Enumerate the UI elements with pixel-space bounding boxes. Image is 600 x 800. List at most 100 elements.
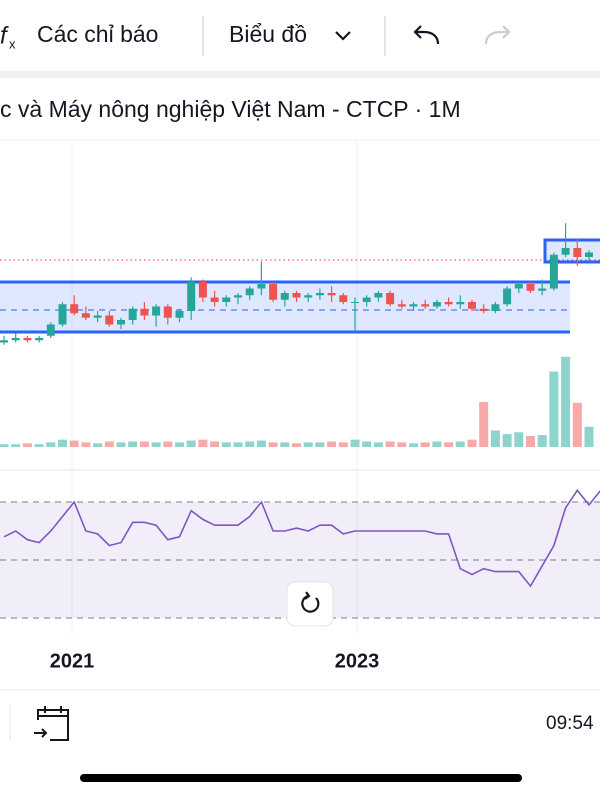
candle-body [11, 338, 20, 341]
volume-bar [93, 443, 103, 447]
volume-bar [221, 442, 231, 447]
volume-bar [467, 439, 477, 447]
candle-body [35, 338, 44, 341]
candle-body [222, 297, 231, 302]
reset-button[interactable] [286, 581, 334, 627]
volume-bar [572, 402, 582, 447]
candle-body [175, 311, 184, 318]
candle-body [526, 284, 535, 291]
calendar-icon[interactable] [34, 706, 69, 741]
candle-body [456, 302, 465, 305]
volume-bar [116, 442, 126, 447]
volume-bar [327, 441, 337, 447]
volume-bar [350, 439, 360, 447]
volume-bar [561, 356, 571, 447]
reset-box[interactable] [286, 581, 334, 627]
volume-bar [34, 444, 44, 447]
volume-bar [420, 442, 430, 447]
indicators-button[interactable]: Các chỉ báo [37, 21, 158, 47]
reset-icon [301, 591, 320, 613]
volume-bar [502, 434, 512, 447]
candle-body [327, 293, 336, 296]
candle-body [58, 304, 67, 325]
year-label: 2021 [50, 650, 95, 672]
volume-bar [175, 442, 184, 447]
separator [0, 71, 600, 78]
candle-body [397, 304, 406, 307]
year-label: 2023 [335, 650, 380, 672]
volume-bar [46, 442, 56, 447]
volume-bar [268, 442, 278, 447]
candle-body [269, 284, 278, 300]
volume-bar [362, 441, 372, 447]
fx-icon[interactable]: f [0, 22, 9, 49]
time: 09:54 [546, 713, 594, 734]
candle-body [245, 288, 254, 296]
volume-bar [256, 440, 266, 447]
candle-body [93, 315, 102, 318]
candle-body [409, 304, 418, 307]
volume-bar [549, 371, 559, 447]
candle-body [503, 288, 512, 305]
candle-body [198, 281, 207, 298]
candle-body [234, 295, 242, 298]
volume-bar [303, 442, 313, 447]
candle-body [210, 297, 219, 302]
volume-bar [128, 441, 138, 447]
candle-body [386, 293, 395, 305]
candle-body [128, 308, 137, 320]
volume-bar [0, 444, 9, 447]
candle-body [81, 313, 90, 318]
fx-icon-sub: x [9, 36, 16, 51]
undo-button[interactable] [413, 25, 440, 45]
candle-body [315, 293, 324, 296]
chart [0, 223, 600, 619]
volume-bar [537, 435, 547, 447]
volume-bar [490, 430, 500, 447]
candle-body [23, 338, 32, 341]
volume-bar [186, 440, 196, 447]
candle-body [152, 306, 161, 316]
chevron [335, 31, 351, 41]
volume-bar [81, 442, 91, 447]
volume-bar [104, 441, 114, 447]
volume-bar [338, 442, 348, 447]
redo-button[interactable] [484, 25, 511, 45]
volume-bar [409, 443, 418, 447]
candle-body [538, 288, 547, 291]
volume-bar [58, 439, 67, 447]
volume-bar [139, 441, 149, 447]
candle-body [468, 302, 476, 309]
volume-bar [479, 401, 489, 447]
volume-bar [455, 441, 465, 447]
volume-bar [514, 432, 524, 447]
volume-bar [163, 441, 173, 447]
volume-bar [385, 441, 395, 447]
candle-body [561, 248, 570, 255]
candle-body [362, 297, 371, 302]
volume-bar [245, 441, 255, 447]
volume-bar [151, 442, 161, 447]
candle-body [140, 308, 149, 316]
volume-bar [69, 440, 79, 447]
candle-body [105, 315, 114, 325]
candle-body [432, 302, 441, 307]
candle-body [514, 284, 523, 289]
candle-body [0, 340, 8, 343]
volume-bar [432, 441, 442, 447]
volume-bar [315, 442, 325, 447]
volume-bar [210, 441, 220, 447]
candle-body [491, 304, 500, 311]
volume-bar [11, 444, 21, 447]
volume-bar [233, 442, 243, 447]
volume-bar [280, 442, 290, 447]
candle-body [163, 306, 172, 318]
candle-body [573, 248, 582, 257]
volume-bar [292, 443, 301, 447]
chart-type-button[interactable]: Biểu đồ [229, 21, 307, 47]
volume-bar [397, 442, 407, 447]
candle-body [479, 308, 488, 311]
home-indicator [80, 774, 522, 782]
